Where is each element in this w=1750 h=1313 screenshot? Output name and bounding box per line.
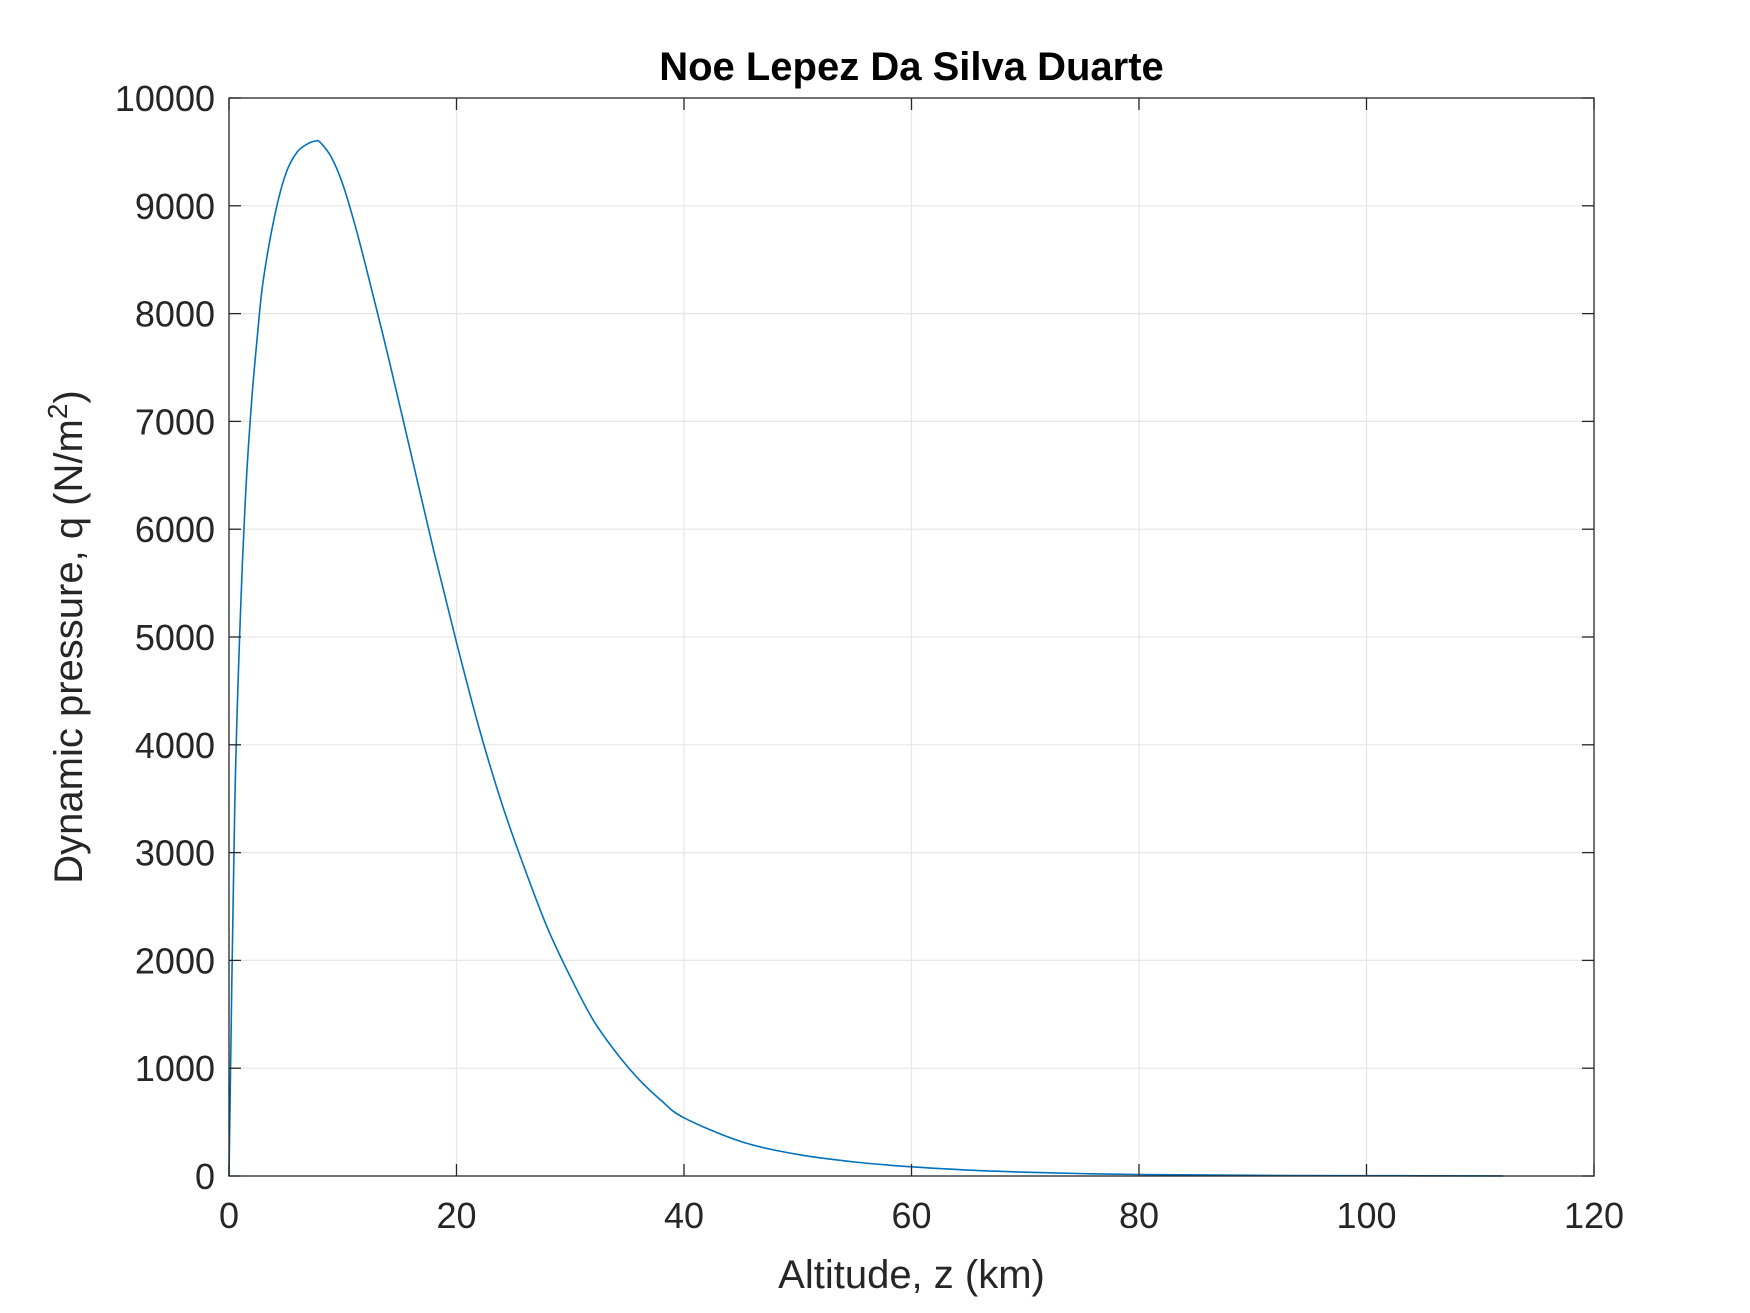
series-line <box>228 139 1504 1177</box>
x-tick-label: 100 <box>1336 1195 1396 1236</box>
x-tick-label: 0 <box>219 1195 239 1236</box>
x-axis-label: Altitude, z (km) <box>778 1253 1045 1297</box>
chart-title: Noe Lepez Da Silva Duarte <box>659 45 1164 89</box>
y-tick-label: 8000 <box>135 294 215 335</box>
y-tick-label: 9000 <box>135 186 215 227</box>
x-tick-label: 20 <box>436 1195 476 1236</box>
y-tick-label: 4000 <box>135 725 215 766</box>
y-tick-label: 2000 <box>135 940 215 981</box>
y-tick-labels: 0 1000 2000 3000 4000 5000 6000 7000 8000 9000 100… <box>115 78 215 1197</box>
ticks <box>228 97 1595 1177</box>
y-tick-label: 6000 <box>135 509 215 550</box>
y-axis-label-superscript: 2 <box>42 404 73 420</box>
y-tick-label: 1000 <box>135 1048 215 1089</box>
x-tick-label: 60 <box>891 1195 931 1236</box>
y-tick-label: 5000 <box>135 617 215 658</box>
y-tick-label: 0 <box>195 1156 215 1197</box>
x-tick-label: 120 <box>1564 1195 1624 1236</box>
y-tick-label: 3000 <box>135 833 215 874</box>
y-tick-label: 7000 <box>135 401 215 442</box>
x-tick-label: 40 <box>664 1195 704 1236</box>
y-axis-label-close: ) <box>47 390 91 403</box>
x-tick-label: 80 <box>1119 1195 1159 1236</box>
series-layer <box>228 139 1504 1177</box>
y-tick-label: 10000 <box>115 78 215 119</box>
x-tick-labels: 0 20 40 60 80 100 120 <box>219 1195 1624 1236</box>
grid <box>229 98 1594 1176</box>
y-axis-label: Dynamic pressure, q (N/m2) <box>42 390 92 883</box>
y-axis-label-main: Dynamic pressure, q (N/m <box>47 419 91 884</box>
